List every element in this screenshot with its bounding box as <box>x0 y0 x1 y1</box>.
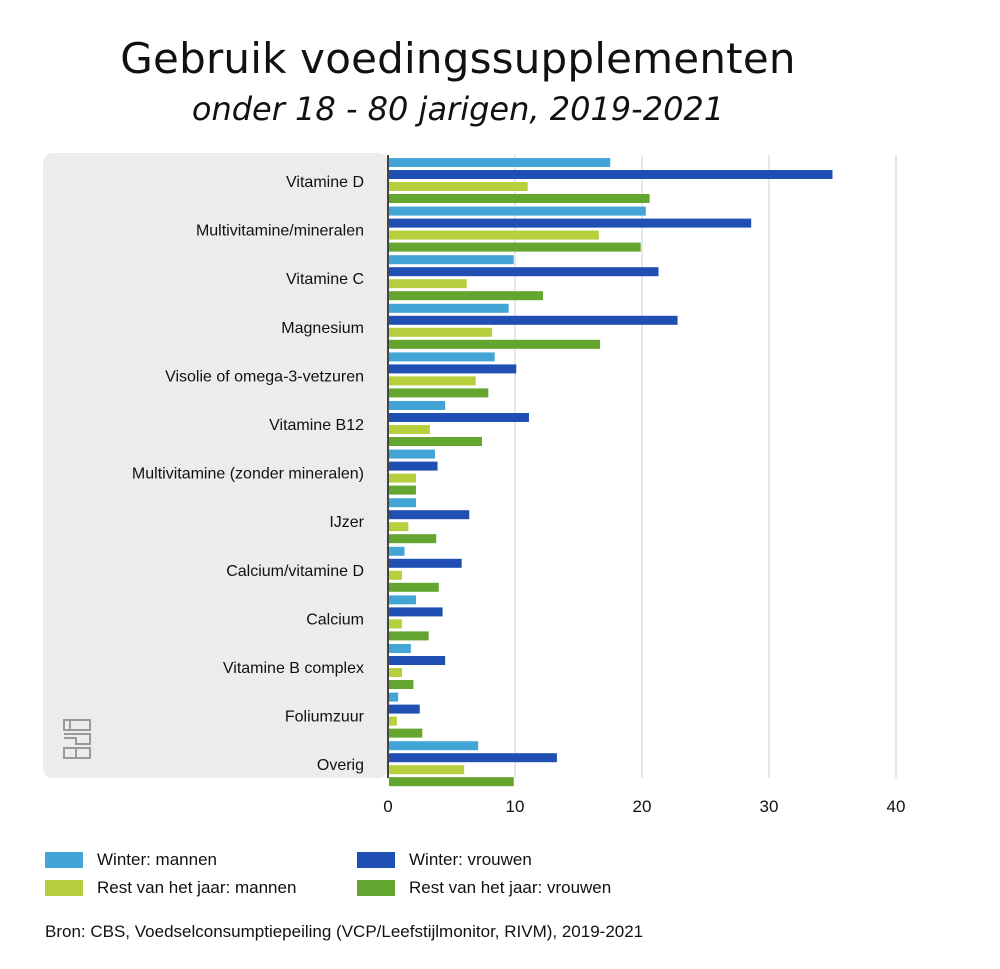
category-label: Calcium <box>306 611 364 628</box>
legend-label: Winter: vrouwen <box>409 850 532 869</box>
bar <box>389 728 423 738</box>
bar <box>389 364 517 374</box>
bar <box>389 753 557 763</box>
legend-item-rest-mannen: Rest van het jaar: mannen <box>45 878 296 898</box>
bar <box>389 510 470 520</box>
legend-swatch <box>357 880 395 896</box>
category-label: Vitamine B complex <box>223 660 364 677</box>
bar <box>389 425 430 434</box>
category-label: Vitamine B12 <box>269 417 364 434</box>
bar <box>389 401 446 410</box>
bar <box>389 279 467 289</box>
bar <box>389 437 482 446</box>
bar <box>389 668 402 677</box>
bar <box>389 534 437 544</box>
bar <box>389 303 509 313</box>
x-tick-label: 10 <box>506 797 525 816</box>
category-label: Calcium/vitamine D <box>226 563 364 580</box>
x-tick-label: 30 <box>760 797 779 816</box>
category-label: Multivitamine (zonder mineralen) <box>132 466 364 483</box>
x-tick-labels: 0 10 20 30 40 <box>383 797 905 816</box>
category-labels: Vitamine D Multivitamine/mineralen Vitamin… <box>132 174 365 774</box>
bar <box>389 692 399 702</box>
chart-panel <box>43 153 388 778</box>
legend-swatch <box>45 880 83 896</box>
bar <box>389 242 641 252</box>
bar <box>389 704 420 714</box>
source-note: Bron: CBS, Voedselconsumptiepeiling (VCP… <box>45 922 644 941</box>
grid-lines <box>514 155 897 778</box>
legend-label: Rest van het jaar: vrouwen <box>409 878 612 897</box>
bar <box>389 582 439 592</box>
x-tick-label: 0 <box>383 797 392 816</box>
legend-item-winter-mannen: Winter: mannen <box>45 850 217 870</box>
bar <box>389 255 514 265</box>
x-tick-label: 20 <box>633 797 652 816</box>
bar <box>389 741 479 751</box>
category-label: Vitamine D <box>286 174 364 191</box>
bar <box>389 777 514 787</box>
legend-swatch <box>357 852 395 868</box>
bar <box>389 230 599 240</box>
bars <box>389 158 833 787</box>
bar <box>389 619 402 629</box>
bar <box>389 595 416 605</box>
bar <box>389 413 529 422</box>
legend-swatch <box>45 852 83 868</box>
bar <box>389 194 650 203</box>
bar <box>389 631 429 641</box>
bar <box>389 485 416 495</box>
category-label: Magnesium <box>281 320 364 337</box>
bar <box>389 339 601 349</box>
category-label: IJzer <box>329 514 364 531</box>
bar <box>389 644 411 653</box>
bar <box>389 315 678 325</box>
bar <box>389 765 465 775</box>
legend-label: Winter: mannen <box>97 850 217 869</box>
bar <box>389 680 414 689</box>
bar <box>389 546 405 556</box>
legend-label: Rest van het jaar: mannen <box>97 878 297 897</box>
bar <box>389 498 416 508</box>
chart-subtitle: onder 18 - 80 jarigen, 2019-2021 <box>191 90 725 128</box>
bar <box>389 558 462 568</box>
bar <box>389 570 402 580</box>
bar <box>389 376 476 386</box>
bar <box>389 607 443 617</box>
bar <box>389 182 528 191</box>
bar <box>389 522 409 532</box>
category-label: Visolie of omega-3-vetzuren <box>165 368 364 385</box>
bar <box>389 449 435 459</box>
category-label: Multivitamine/mineralen <box>196 223 364 240</box>
cbs-logo <box>63 719 91 759</box>
bar <box>389 170 833 179</box>
bar <box>389 218 752 228</box>
legend-item-rest-vrouwen: Rest van het jaar: vrouwen <box>357 878 611 898</box>
bar <box>389 291 543 301</box>
category-label: Foliumzuur <box>285 709 365 726</box>
category-label: Vitamine C <box>286 271 364 288</box>
x-tick-label: 40 <box>887 797 906 816</box>
chart-title: Gebruik voedingssupplementen <box>120 34 796 83</box>
bar <box>389 206 646 216</box>
bar <box>389 461 438 471</box>
bar <box>389 716 397 726</box>
bar <box>389 327 493 337</box>
bar <box>389 473 416 483</box>
bar <box>389 158 611 167</box>
legend-item-winter-vrouwen: Winter: vrouwen <box>357 850 532 870</box>
bar <box>389 388 489 398</box>
bar <box>389 267 659 277</box>
bar <box>389 352 495 362</box>
bar <box>389 656 446 665</box>
category-label: Overig <box>317 757 364 774</box>
